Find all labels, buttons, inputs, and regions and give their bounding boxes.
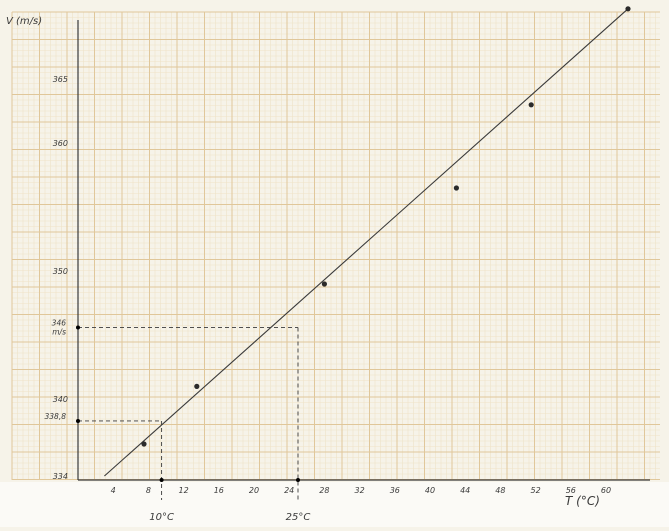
fit-line-group [104, 8, 629, 477]
fit-line [104, 8, 629, 477]
grid [0, 11, 669, 527]
bottom-margin [0, 482, 669, 527]
axis-marker [76, 418, 80, 423]
axes [77, 20, 650, 481]
data-point [528, 102, 534, 108]
guide-value-label: m/s [52, 328, 66, 337]
guide-temperature-label: 25°C [286, 512, 311, 523]
y-tick-label: 340 [53, 395, 68, 404]
x-tick-label: 48 [495, 486, 505, 495]
x-tick-label: 36 [390, 486, 400, 495]
x-tick-label: 8 [146, 486, 151, 495]
data-point [141, 441, 147, 447]
y-tick-label: 360 [53, 139, 68, 148]
x-tick-label: 20 [249, 486, 259, 495]
data-point [321, 281, 327, 287]
guide-temperature-label: 10°C [149, 512, 174, 523]
x-tick-label: 52 [531, 486, 541, 495]
x-tick-label: 40 [425, 486, 435, 495]
x-tick-label: 60 [601, 486, 611, 495]
x-tick-label: 16 [214, 486, 224, 495]
x-tick-label: 28 [319, 486, 329, 495]
x-tick-label: 12 [179, 486, 189, 495]
guide-value-label: 346 [52, 319, 67, 328]
x-tick-label: 44 [460, 486, 470, 495]
y-tick-label: 334 [53, 472, 68, 481]
x-tick-label: 24 [284, 486, 294, 495]
axis-labels: V (m/s) T (°C) [6, 16, 600, 508]
data-points [141, 6, 631, 447]
x-axis-label: T (°C) [565, 494, 600, 508]
data-point [625, 6, 631, 12]
y-tick-label: 350 [53, 267, 68, 276]
tick-labels: 4 8 12 16 20 24 28 32 36 40 44 48 52 56 60334340350360… [53, 75, 611, 495]
y-tick-label: 365 [53, 75, 68, 84]
guide-value-label: 338,8 [45, 412, 67, 421]
data-point [453, 185, 459, 191]
y-axis-label: V (m/s) [6, 16, 42, 27]
axis-marker [296, 478, 300, 482]
x-tick-label: 32 [355, 486, 365, 495]
axis-marker [159, 478, 164, 482]
data-point [194, 383, 200, 389]
axis-marker [76, 325, 80, 330]
x-tick-label: 56 [566, 486, 576, 495]
x-tick-label: 4 [111, 486, 116, 495]
